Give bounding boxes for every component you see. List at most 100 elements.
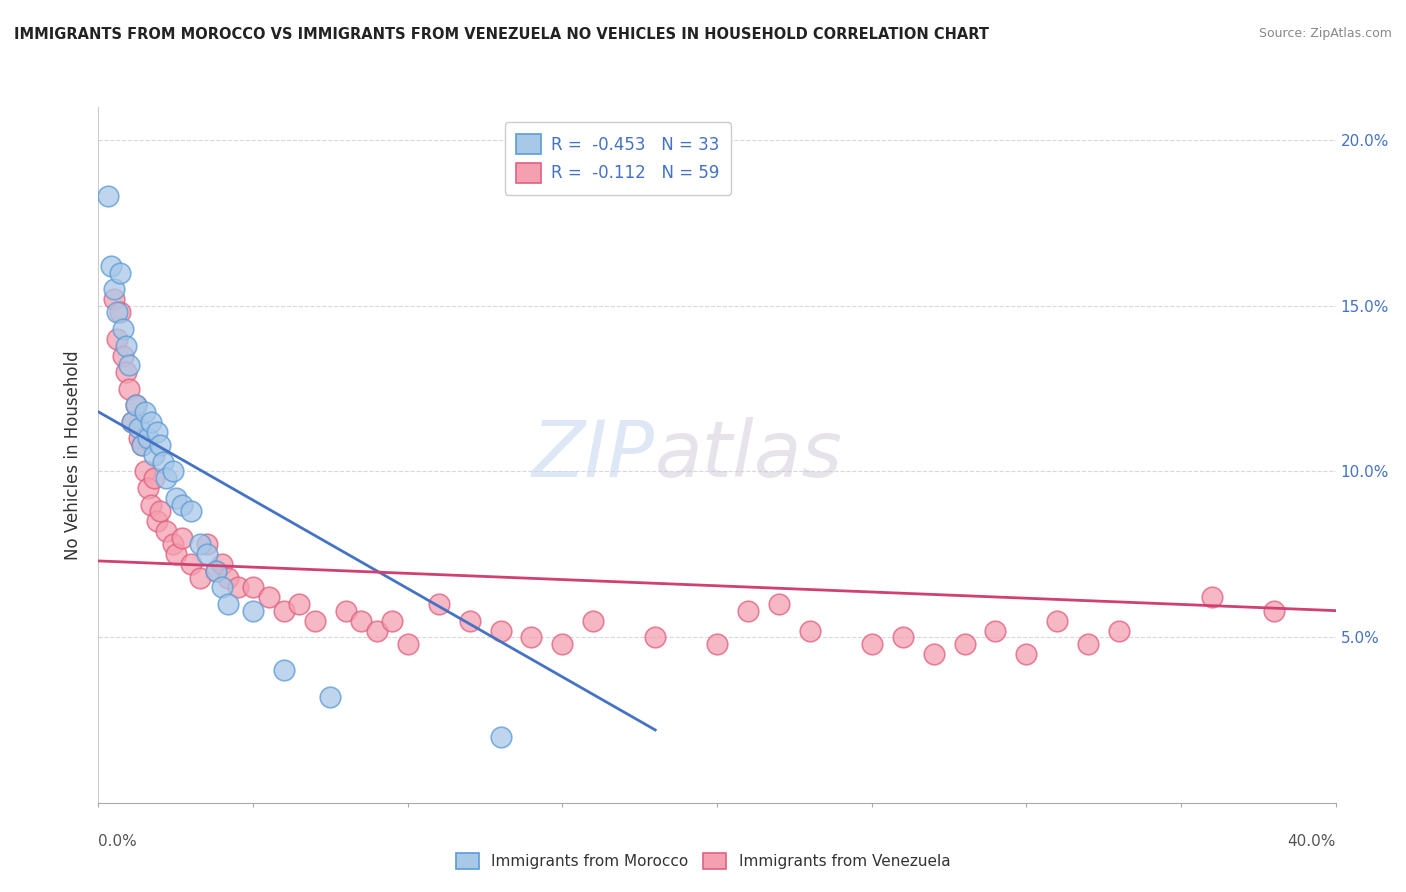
Point [155, 524, 177, 538]
Point [105, 332, 128, 346]
Point [152, 454, 174, 468]
Point [180, 504, 202, 518]
Point [211, 581, 233, 595]
Point [984, 624, 1007, 638]
Point [273, 663, 295, 677]
Point [190, 537, 212, 551]
Point [195, 537, 218, 551]
Point [131, 438, 153, 452]
Point [131, 438, 153, 452]
Point [118, 382, 141, 396]
Point [304, 614, 326, 628]
Point [143, 448, 166, 462]
Point [335, 604, 357, 618]
Point [217, 570, 239, 584]
Point [489, 624, 512, 638]
Point [170, 498, 193, 512]
Point [139, 498, 162, 512]
Point [149, 504, 172, 518]
Point [242, 581, 264, 595]
Text: 0.0%: 0.0% [98, 834, 138, 849]
Point [396, 637, 419, 651]
Point [134, 405, 156, 419]
Text: ZIP: ZIP [533, 417, 655, 493]
Point [257, 591, 280, 605]
Point [242, 604, 264, 618]
Point [115, 365, 138, 379]
Point [162, 537, 184, 551]
Point [551, 637, 574, 651]
Point [288, 597, 311, 611]
Legend: Immigrants from Morocco, Immigrants from Venezuela: Immigrants from Morocco, Immigrants from… [450, 847, 956, 875]
Point [124, 398, 146, 412]
Point [115, 338, 138, 352]
Point [319, 690, 342, 704]
Point [195, 547, 218, 561]
Point [118, 359, 141, 373]
Point [737, 604, 759, 618]
Point [520, 630, 543, 644]
Point [121, 415, 143, 429]
Point [97, 189, 120, 203]
Point [190, 570, 212, 584]
Legend: R =  -0.453   N = 33, R =  -0.112   N = 59: R = -0.453 N = 33, R = -0.112 N = 59 [505, 122, 731, 194]
Point [103, 292, 125, 306]
Text: atlas: atlas [655, 417, 844, 493]
Point [128, 421, 150, 435]
Point [799, 624, 821, 638]
Point [124, 398, 146, 412]
Point [1015, 647, 1038, 661]
Point [644, 630, 666, 644]
Point [366, 624, 388, 638]
Point [112, 349, 135, 363]
Point [1263, 604, 1285, 618]
Point [582, 614, 605, 628]
Point [211, 558, 233, 572]
Point [1108, 624, 1130, 638]
Point [170, 531, 193, 545]
Point [165, 547, 187, 561]
Point [706, 637, 728, 651]
Point [1046, 614, 1069, 628]
Point [1201, 591, 1223, 605]
Y-axis label: No Vehicles in Household: No Vehicles in Household [65, 350, 83, 560]
Point [381, 614, 404, 628]
Point [217, 597, 239, 611]
Point [180, 558, 202, 572]
Point [149, 438, 172, 452]
Point [139, 415, 162, 429]
Point [155, 471, 177, 485]
Text: 40.0%: 40.0% [1288, 834, 1336, 849]
Point [489, 730, 512, 744]
Point [162, 465, 184, 479]
Point [105, 305, 128, 319]
Point [112, 322, 135, 336]
Point [136, 481, 159, 495]
Point [922, 647, 945, 661]
Point [458, 614, 481, 628]
Point [205, 564, 228, 578]
Point [108, 305, 131, 319]
Point [100, 259, 122, 273]
Point [768, 597, 790, 611]
Point [350, 614, 373, 628]
Text: Source: ZipAtlas.com: Source: ZipAtlas.com [1258, 27, 1392, 40]
Point [226, 581, 249, 595]
Point [860, 637, 883, 651]
Point [128, 431, 150, 445]
Point [121, 415, 143, 429]
Point [953, 637, 976, 651]
Point [103, 282, 125, 296]
Point [1077, 637, 1099, 651]
Point [108, 266, 131, 280]
Point [146, 425, 169, 439]
Point [136, 431, 159, 445]
Point [143, 471, 166, 485]
Point [273, 604, 295, 618]
Text: IMMIGRANTS FROM MOROCCO VS IMMIGRANTS FROM VENEZUELA NO VEHICLES IN HOUSEHOLD CO: IMMIGRANTS FROM MOROCCO VS IMMIGRANTS FR… [14, 27, 988, 42]
Point [427, 597, 450, 611]
Point [134, 465, 156, 479]
Point [205, 564, 228, 578]
Point [891, 630, 914, 644]
Point [165, 491, 187, 505]
